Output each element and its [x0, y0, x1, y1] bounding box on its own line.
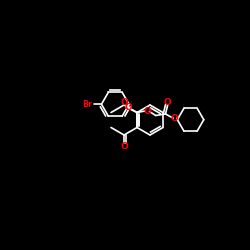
- Text: O: O: [120, 98, 128, 107]
- Text: O: O: [164, 98, 172, 107]
- Text: Br: Br: [83, 100, 93, 109]
- Text: O: O: [120, 142, 128, 151]
- Text: O: O: [144, 106, 152, 116]
- Text: O: O: [171, 114, 179, 123]
- Text: O: O: [124, 104, 132, 112]
